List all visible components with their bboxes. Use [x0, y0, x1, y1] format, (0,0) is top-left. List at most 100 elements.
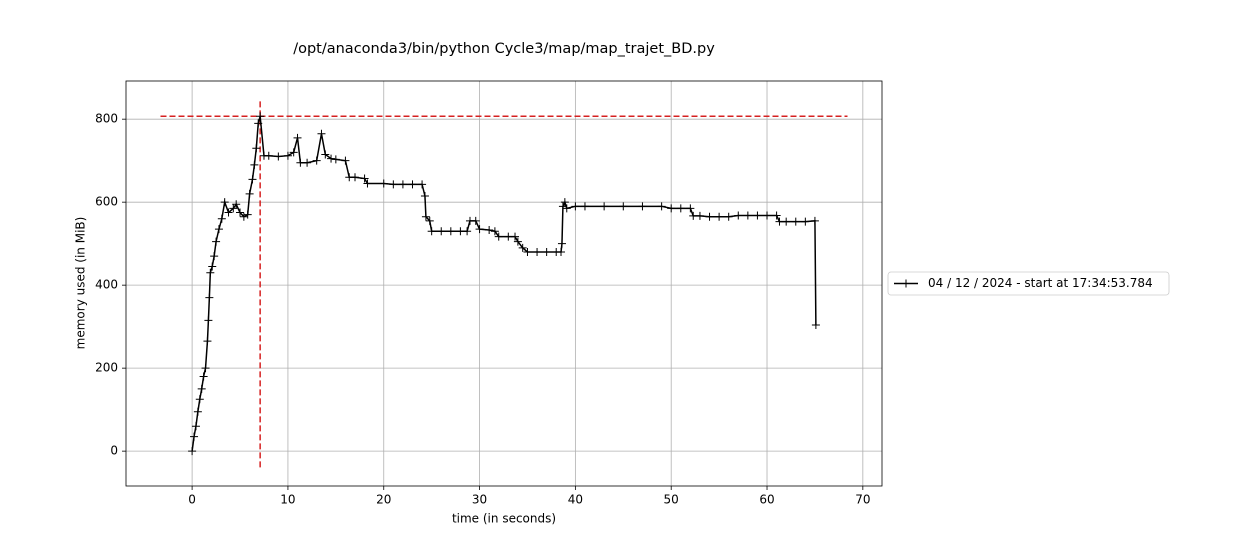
point-marker	[557, 239, 566, 248]
point-marker	[208, 262, 217, 271]
point-marker	[518, 243, 527, 252]
point-marker	[456, 227, 465, 236]
point-marker	[418, 180, 427, 189]
point-marker	[220, 198, 229, 207]
plot-frame	[125, 80, 883, 487]
point-marker	[763, 211, 772, 220]
point-marker	[199, 372, 208, 381]
point-marker	[204, 316, 213, 325]
x-tick-label: 70	[855, 493, 870, 507]
point-marker	[232, 200, 241, 209]
point-marker	[327, 154, 336, 163]
point-marker	[580, 202, 589, 211]
point-marker	[513, 237, 522, 246]
point-marker	[303, 158, 312, 167]
point-marker	[203, 337, 212, 346]
y-tick-label: 800	[95, 112, 118, 126]
y-tick-label: 0	[110, 444, 118, 458]
x-tick-label: 60	[759, 493, 774, 507]
point-marker	[197, 384, 206, 393]
point-marker	[811, 320, 820, 329]
point-marker	[557, 247, 566, 256]
point-marker	[248, 175, 257, 184]
point-marker	[511, 232, 520, 241]
point-marker	[657, 202, 666, 211]
point-marker	[734, 211, 743, 220]
point-marker	[490, 227, 499, 236]
y-axis-label: memory used (in MiB)	[74, 217, 88, 350]
point-marker	[600, 202, 609, 211]
point-marker	[205, 293, 214, 302]
y-tick-label: 200	[95, 361, 118, 375]
point-marker	[236, 208, 245, 217]
point-marker	[705, 212, 714, 221]
point-marker	[810, 216, 819, 225]
point-marker	[542, 247, 551, 256]
point-marker	[243, 210, 252, 219]
point-marker	[562, 204, 571, 213]
point-marker	[695, 211, 704, 220]
point-marker	[188, 447, 197, 456]
data-line	[191, 116, 817, 452]
point-marker	[523, 247, 532, 256]
point-marker	[408, 180, 417, 189]
point-marker	[494, 232, 503, 241]
point-marker	[775, 217, 784, 226]
point-marker	[427, 227, 436, 236]
point-marker	[210, 252, 219, 261]
y-tick-label: 400	[95, 278, 118, 292]
point-marker	[782, 217, 791, 226]
point-marker	[321, 150, 330, 159]
legend-box	[887, 271, 1170, 296]
point-marker	[379, 179, 388, 188]
point-marker	[190, 432, 199, 441]
point-marker	[283, 151, 292, 160]
x-tick-label: 30	[472, 493, 487, 507]
point-marker	[214, 225, 223, 234]
point-marker	[201, 364, 210, 373]
point-marker	[533, 247, 542, 256]
point-marker	[689, 211, 698, 220]
point-marker	[437, 227, 446, 236]
point-marker	[217, 214, 226, 223]
point-marker	[420, 191, 429, 200]
point-marker	[331, 155, 340, 164]
point-marker	[753, 211, 762, 220]
point-marker	[504, 232, 513, 241]
point-marker	[471, 216, 480, 225]
point-marker	[264, 151, 273, 160]
point-marker	[229, 204, 238, 213]
point-marker	[791, 217, 800, 226]
point-marker	[256, 112, 265, 121]
point-marker	[667, 204, 676, 213]
point-marker	[274, 152, 283, 161]
y-tick-label: 600	[95, 195, 118, 209]
x-axis-label: time (in seconds)	[452, 512, 556, 526]
point-marker	[446, 227, 455, 236]
point-marker	[743, 211, 752, 220]
point-marker	[252, 144, 261, 153]
x-tick-label: 50	[664, 493, 679, 507]
point-marker	[239, 212, 248, 221]
point-marker	[772, 211, 781, 220]
point-marker	[421, 212, 430, 221]
point-marker	[638, 202, 647, 211]
chart-title: /opt/anaconda3/bin/python Cycle3/map/map…	[293, 41, 715, 57]
point-marker	[360, 174, 369, 183]
point-marker	[289, 148, 298, 157]
point-marker	[317, 129, 326, 138]
point-marker	[312, 156, 321, 165]
point-marker	[293, 133, 302, 142]
point-marker	[463, 227, 472, 236]
point-marker	[296, 158, 305, 167]
point-marker	[363, 179, 372, 188]
point-marker	[245, 189, 254, 198]
point-marker	[250, 160, 259, 169]
point-marker	[676, 204, 685, 213]
point-marker	[571, 202, 580, 211]
point-marker	[558, 202, 567, 211]
point-marker	[398, 180, 407, 189]
point-marker	[351, 173, 360, 182]
point-marker	[224, 208, 233, 217]
